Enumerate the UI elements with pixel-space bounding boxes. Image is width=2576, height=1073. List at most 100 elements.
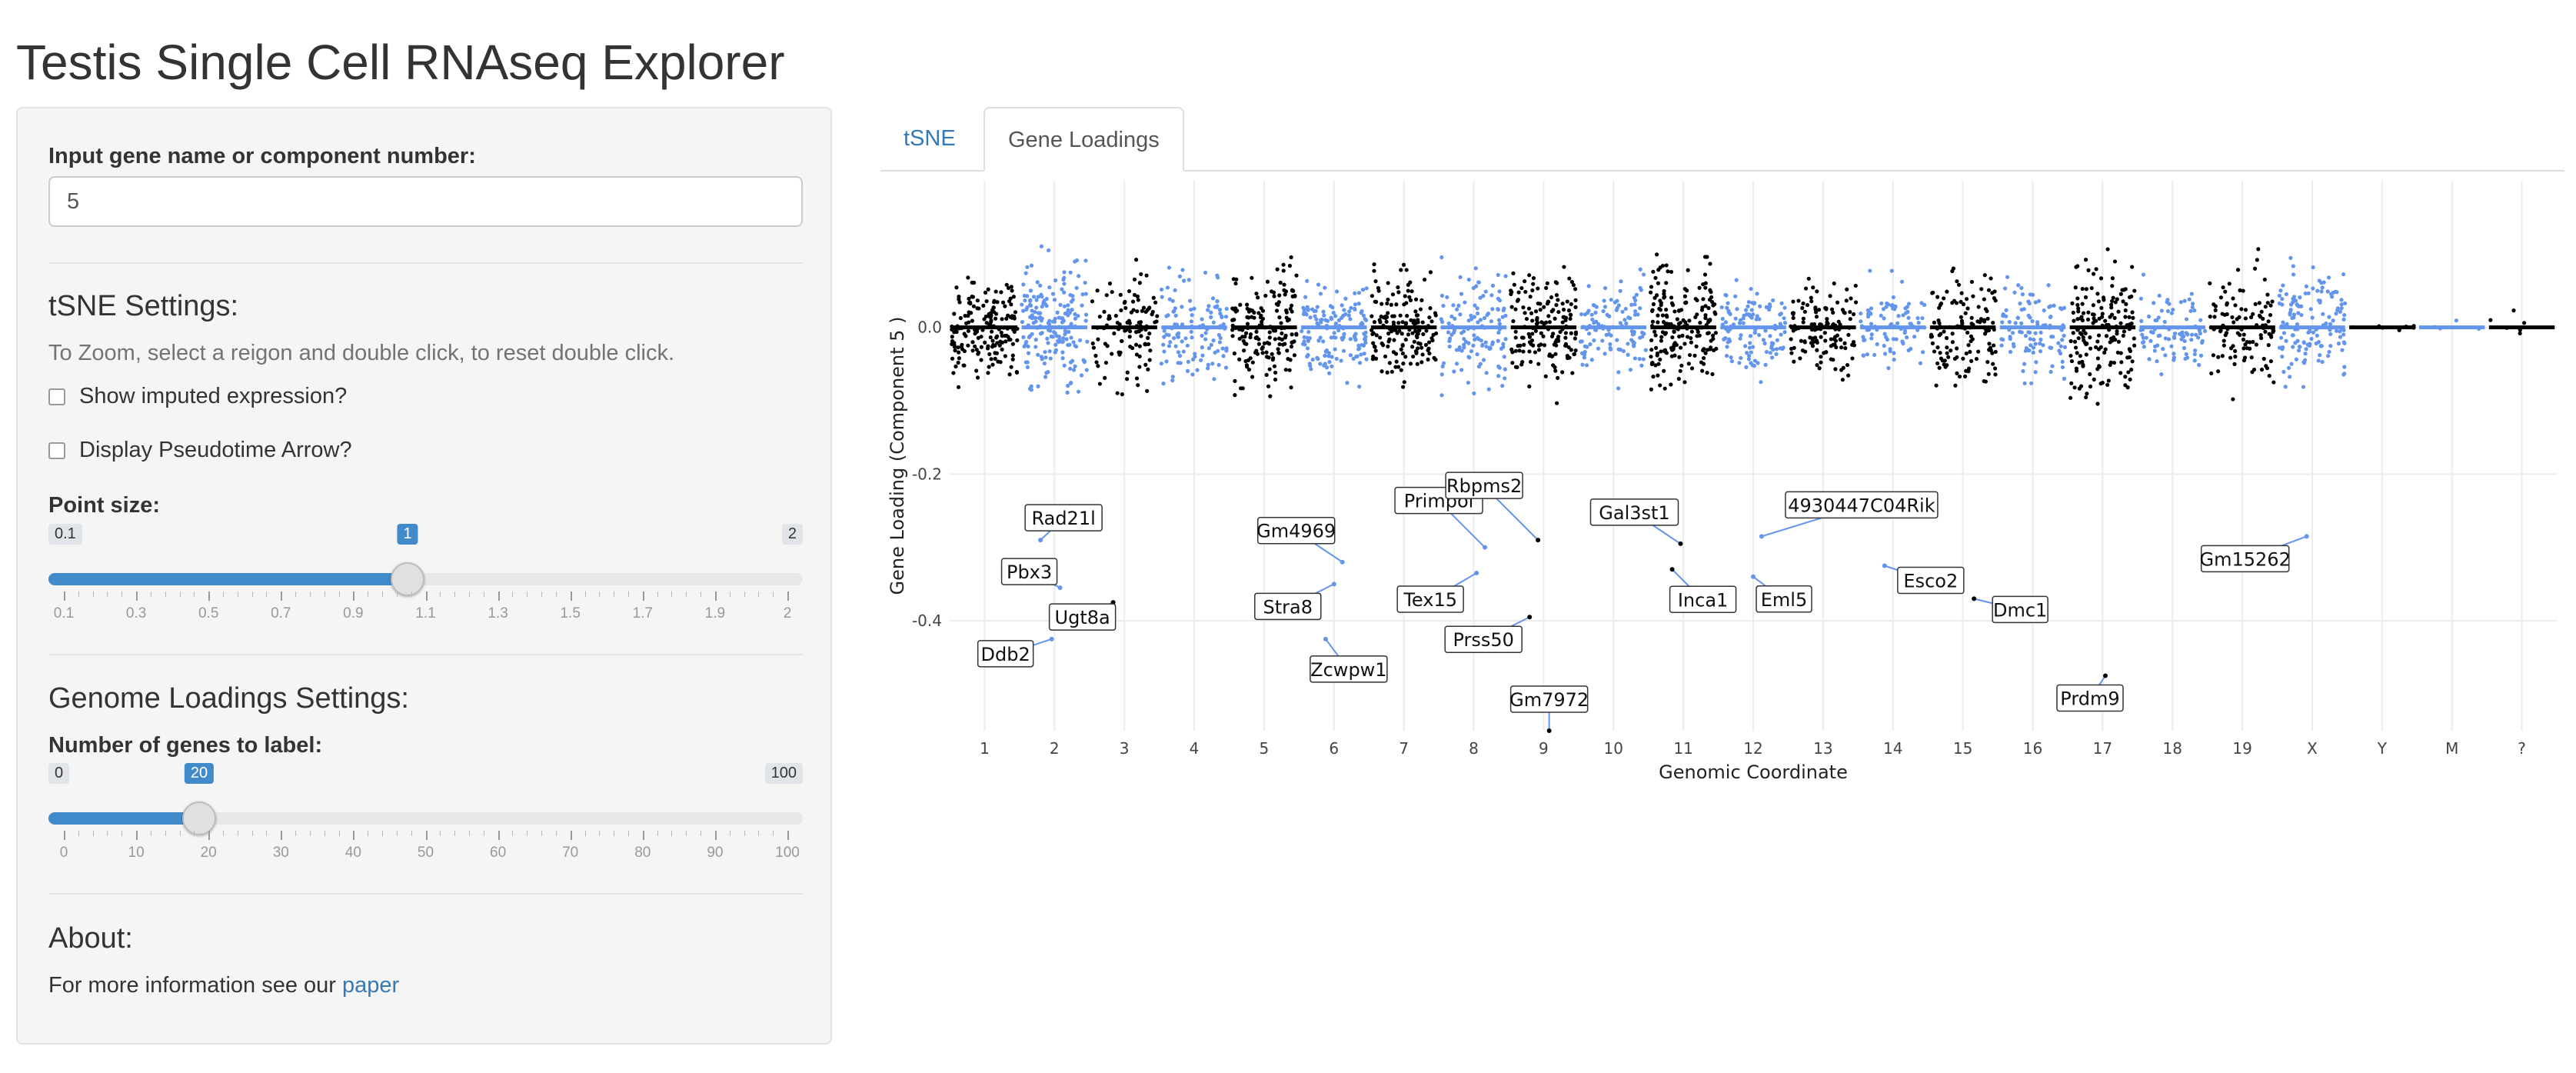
data-point [1177,354,1183,358]
data-point [1217,308,1223,312]
data-point [1466,355,1471,359]
data-point [1500,384,1505,388]
data-point [1248,335,1253,340]
data-point [1649,285,1654,289]
data-point [2126,370,2131,375]
data-point [1848,309,1852,315]
data-point [1556,309,1561,315]
data-point [2155,343,2160,348]
data-point [1287,263,1293,268]
data-point [2101,295,2106,300]
data-point [1094,360,1099,365]
data-point [1373,299,1379,305]
paper-link[interactable]: paper [342,973,400,998]
x-tick-label: 16 [2023,739,2042,758]
data-point [1632,341,1636,345]
data-point [1309,367,1313,372]
data-point [1489,293,1494,298]
data-point [2271,380,2276,385]
slider-handle[interactable] [182,801,216,835]
data-point [1547,320,1553,325]
data-point [1656,268,1661,272]
data-point [1918,361,1923,365]
data-point [999,330,1003,335]
data-point [1273,370,1278,375]
point-size-slider[interactable]: 0.1 2 1 0.1 0.3 0.5 0.7 0.9 1.1 1.3 1.5 1.7 1.9 2 [48,524,803,651]
data-point [1151,295,1156,300]
data-point [2062,345,2068,349]
data-point [2051,335,2055,339]
data-point [1749,287,1753,292]
data-point [1476,280,1481,285]
data-point [952,312,957,316]
data-point [2280,347,2285,352]
data-point [2326,275,2331,280]
data-point [2042,308,2046,313]
data-point [1057,335,1062,339]
data-point [1689,329,1694,334]
slider-handle[interactable] [391,562,424,596]
data-point [1062,290,1067,295]
data-point [1441,303,1446,308]
data-point [1555,338,1559,344]
data-point [1245,315,1250,319]
data-point [1364,357,1369,362]
data-point [1348,317,1353,322]
data-point [1415,362,1419,366]
data-point [1140,308,1144,313]
gene-input[interactable] [48,176,803,227]
genes-to-label-slider[interactable]: 0 100 20 0 10 20 30 40 50 60 70 80 90 100 [48,763,803,891]
data-point [2139,318,2144,323]
data-point [1959,291,1964,295]
data-point [1232,318,1236,322]
pseudotime-arrow-checkbox[interactable] [48,442,65,459]
slider-minor-tick [729,591,731,597]
gene-label: Dmc1 [1993,599,2047,621]
data-point [2296,311,2301,315]
data-point [1347,309,1352,314]
data-point [2223,289,2228,294]
data-point [2123,315,2128,319]
data-point [1890,303,1895,308]
data-point [1487,346,1492,352]
data-point [1061,277,1066,282]
data-point [1396,285,1400,290]
data-point [1516,298,1521,302]
data-point [1591,302,1596,308]
data-point [1318,292,1323,296]
gene-loadings-plot[interactable]: Rad21lPbx3Ddb2Ugt8aGm4969Stra8Zcwpw1Prim… [880,177,2564,792]
data-point [1264,372,1269,377]
data-point [2076,336,2081,341]
slider-tick [353,831,355,840]
data-point [1588,342,1593,347]
data-point [2062,376,2067,381]
data-point [1434,331,1439,336]
data-point [1586,308,1591,313]
data-point [1128,329,1133,334]
data-point [1009,302,1013,307]
data-point [1334,289,1340,294]
data-point [1603,305,1608,309]
data-point [1053,278,1058,283]
data-point [1063,332,1067,337]
data-point [2212,302,2216,307]
tab-gene-loadings[interactable]: Gene Loadings [983,107,1184,172]
tsne-settings-heading: tSNE Settings: [48,290,239,322]
data-point [1836,319,1841,324]
data-point [1792,345,1796,350]
data-point [1946,355,1951,359]
imputed-expression-checkbox[interactable] [48,388,65,405]
data-point [1048,328,1053,333]
data-point [1000,317,1004,322]
data-point [1955,346,1959,351]
data-point [1189,307,1193,312]
data-point [1510,361,1515,365]
data-point [1697,333,1702,338]
data-point [2132,288,2137,293]
data-point [2169,311,2174,315]
tab-tsne[interactable]: tSNE [904,126,956,151]
data-point [979,345,983,349]
data-point [1260,345,1265,350]
data-point [1233,281,1238,286]
data-point [2129,294,2134,299]
